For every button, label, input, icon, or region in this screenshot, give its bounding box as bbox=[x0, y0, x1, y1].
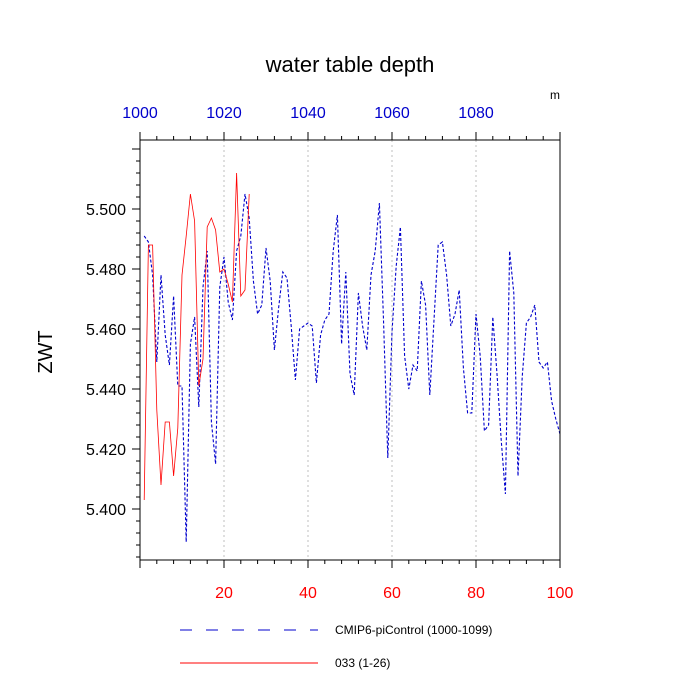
chart-title: water table depth bbox=[265, 52, 435, 77]
grid-lines bbox=[223, 140, 477, 560]
axes: 1000 1020 1040 1060 1080 20 40 60 80 100 5.400 5.42… bbox=[86, 105, 573, 602]
y-axis-tick-label: 5.400 bbox=[86, 502, 126, 519]
series-layer bbox=[143, 172, 561, 543]
y-axis-tick-label: 5.460 bbox=[86, 322, 126, 339]
x-axis-tick-label: 60 bbox=[383, 585, 401, 602]
legend-label-cmip6: CMIP6-piControl (1000-1099) bbox=[335, 623, 492, 637]
series-line-033 bbox=[143, 172, 250, 501]
x-axis-tick-label: 20 bbox=[215, 585, 233, 602]
y-axis-tick-label: 5.420 bbox=[86, 442, 126, 459]
top-axis-tick-label: 1040 bbox=[290, 105, 326, 122]
top-axis-tick-label: 1020 bbox=[206, 105, 242, 122]
y-axis-tick-label: 5.440 bbox=[86, 382, 126, 399]
x-axis-tick-label: 100 bbox=[547, 585, 574, 602]
y-axis-label: ZWT bbox=[35, 330, 57, 373]
y-axis-tick-label: 5.480 bbox=[86, 262, 126, 279]
x-axis-tick-label: 80 bbox=[467, 585, 485, 602]
x-axis-tick-label: 40 bbox=[299, 585, 317, 602]
top-axis-tick-label: 1060 bbox=[374, 105, 410, 122]
top-axis-tick-label: 1000 bbox=[122, 105, 158, 122]
units-label: m bbox=[550, 88, 560, 102]
legend-label-033: 033 (1-26) bbox=[335, 656, 390, 670]
plot-frame bbox=[139, 139, 561, 561]
y-axis-tick-label: 5.500 bbox=[86, 202, 126, 219]
legend: CMIP6-piControl (1000-1099) 033 (1-26) bbox=[180, 623, 492, 670]
top-axis-tick-label: 1080 bbox=[458, 105, 494, 122]
